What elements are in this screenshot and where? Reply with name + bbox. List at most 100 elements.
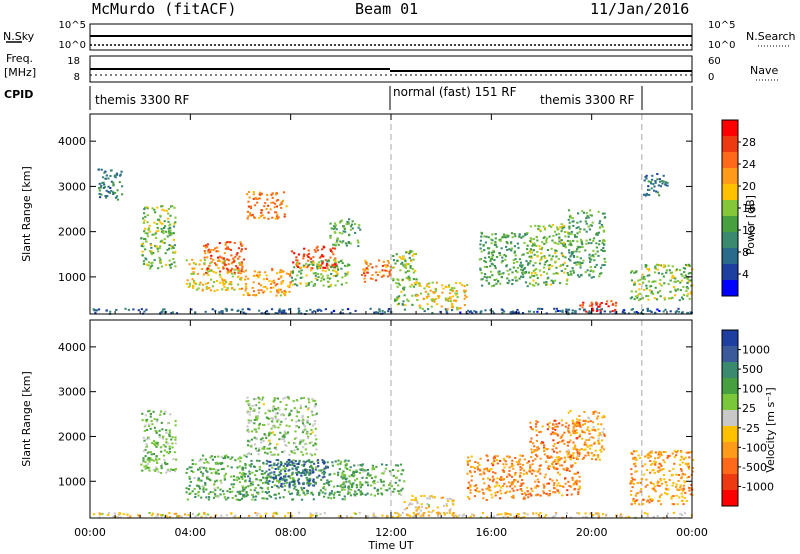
data-cell [292, 400, 295, 403]
data-cell [688, 475, 691, 478]
data-cell [264, 285, 267, 288]
data-cell [117, 513, 120, 516]
data-cell [303, 247, 306, 250]
data-cell [321, 275, 324, 278]
data-cell [309, 472, 312, 475]
data-cell [146, 214, 149, 217]
data-cell [478, 490, 481, 493]
data-cell [573, 422, 576, 425]
data-cell [165, 263, 168, 266]
data-cell [537, 447, 540, 450]
data-cell [576, 423, 579, 426]
data-cell [168, 433, 171, 436]
data-cell [615, 301, 618, 304]
data-cell [559, 464, 562, 467]
data-cell [363, 270, 366, 273]
data-cell [575, 456, 578, 459]
data-cell [273, 484, 276, 487]
data-cell [484, 309, 487, 312]
data-cell [589, 447, 592, 450]
data-cell [539, 511, 542, 514]
data-cell [637, 492, 640, 495]
data-cell [375, 265, 378, 268]
data-cell [466, 463, 470, 466]
data-cell [576, 274, 580, 277]
data-cell [213, 455, 216, 458]
data-cell [246, 217, 249, 220]
data-cell [198, 263, 201, 266]
data-cell [342, 240, 345, 243]
data-cell [328, 492, 332, 495]
data-cell [326, 479, 329, 482]
data-cell [321, 262, 324, 265]
data-cell [339, 260, 342, 263]
data-cell [408, 279, 411, 282]
data-cell [288, 461, 291, 464]
data-cell [313, 405, 316, 408]
data-cell [590, 452, 593, 454]
data-cell [644, 265, 647, 268]
data-cell [161, 308, 165, 311]
data-cell [541, 441, 544, 444]
data-cell [271, 267, 274, 270]
data-cell [649, 471, 652, 474]
data-cell [536, 250, 539, 253]
data-cell [287, 462, 290, 465]
data-cell [648, 274, 651, 277]
data-cell [505, 234, 508, 237]
data-cell [301, 420, 304, 423]
data-cell [456, 515, 459, 518]
data-cell [589, 312, 592, 315]
data-cell [316, 245, 319, 248]
data-cell [496, 514, 499, 516]
data-cell [245, 400, 248, 403]
data-cell [593, 411, 596, 414]
data-cell [561, 440, 564, 443]
data-cell [306, 416, 310, 419]
data-cell [236, 466, 239, 469]
data-cell [671, 452, 674, 455]
data-cell [243, 454, 246, 457]
data-cell [508, 469, 511, 472]
data-cell [529, 466, 532, 469]
data-cell [641, 273, 644, 276]
data-cell [297, 419, 300, 422]
data-cell [318, 263, 321, 266]
data-cell [522, 235, 525, 238]
data-cell [297, 311, 300, 314]
data-cell [327, 482, 330, 485]
data-cell [276, 412, 279, 415]
data-cell [219, 270, 222, 273]
data-cell [485, 279, 488, 282]
data-cell [435, 303, 439, 306]
data-cell [364, 481, 367, 484]
data-cell [636, 294, 639, 297]
data-cell [445, 512, 448, 514]
data-cell [213, 281, 216, 284]
data-cell [240, 497, 244, 500]
data-cell [382, 484, 385, 487]
data-cell [507, 481, 511, 484]
data-cell [145, 206, 148, 209]
data-cell [162, 444, 165, 447]
data-cell [147, 261, 150, 264]
data-cell [603, 240, 606, 242]
data-cell [283, 434, 286, 437]
data-cell [317, 276, 320, 279]
data-cell [238, 481, 241, 484]
data-cell [409, 285, 412, 288]
data-cell [276, 272, 279, 275]
data-cell [643, 278, 646, 281]
data-cell [523, 516, 526, 518]
data-cell [172, 232, 175, 235]
data-cell [584, 454, 587, 457]
data-cell [573, 234, 576, 237]
data-cell [302, 492, 305, 495]
data-cell [162, 232, 165, 235]
data-cell [272, 425, 275, 428]
data-cell [689, 487, 693, 490]
data-cell [323, 483, 326, 485]
data-cell [463, 285, 466, 288]
data-cell [112, 181, 115, 184]
data-cell [645, 174, 648, 177]
